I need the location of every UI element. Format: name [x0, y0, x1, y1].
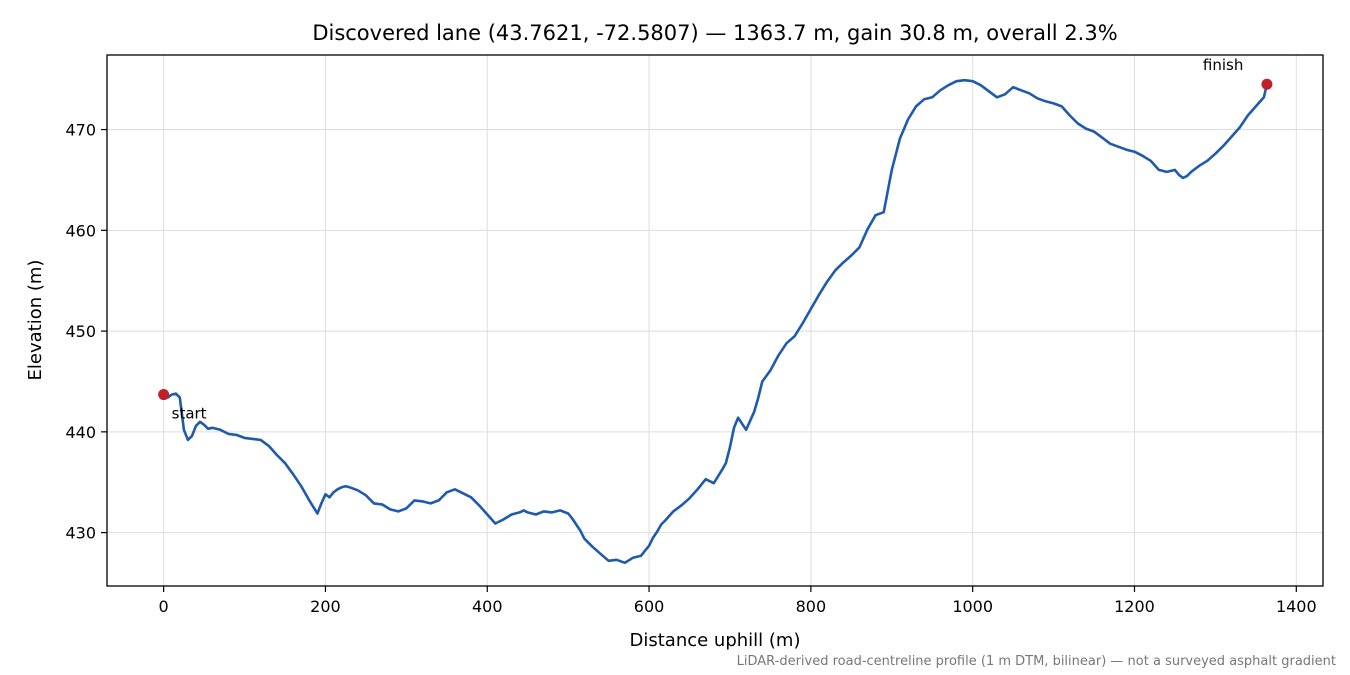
x-tick-label: 1400: [1276, 597, 1317, 616]
x-tick-label: 400: [472, 597, 503, 616]
start-marker: [158, 389, 170, 401]
chart-title: Discovered lane (43.7621, -72.5807) — 13…: [312, 21, 1117, 45]
y-tick-label: 470: [65, 121, 96, 140]
finish-annotation: finish: [1203, 56, 1243, 74]
x-tick-label: 800: [796, 597, 827, 616]
plot-frame: [106, 54, 1324, 587]
y-axis-label: Elevation (m): [25, 260, 46, 381]
x-axis-label: Distance uphill (m): [630, 630, 801, 651]
elevation-line: [162, 78, 1269, 565]
start-annotation: start: [172, 405, 207, 423]
finish-marker: [1261, 78, 1273, 90]
x-tick-label: 1000: [952, 597, 993, 616]
x-tick-label: 200: [310, 597, 341, 616]
axis-ticks: 0 200 400 600 800 1000 1200 1400 430 440 450 460 470: [65, 121, 1316, 616]
x-tick-label: 1200: [1114, 597, 1155, 616]
x-tick-label: 0: [159, 597, 169, 616]
x-tick-label: 600: [634, 597, 665, 616]
y-tick-label: 450: [65, 322, 96, 341]
grid: [107, 55, 1323, 586]
y-tick-label: 440: [65, 423, 96, 442]
y-tick-label: 460: [65, 221, 96, 240]
y-tick-label: 430: [65, 524, 96, 543]
footnote: LiDAR-derived road-centreline profile (1…: [737, 654, 1336, 669]
